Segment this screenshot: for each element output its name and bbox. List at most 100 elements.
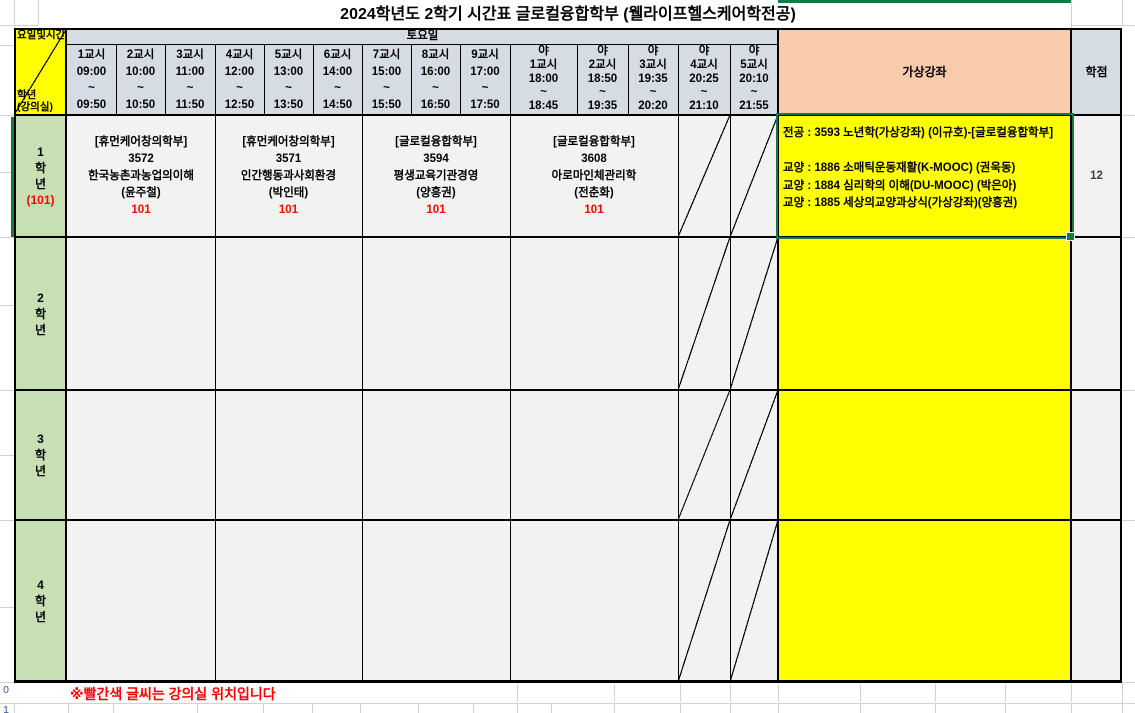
gridline-v xyxy=(730,703,731,713)
credits-cell-4-fill[interactable] xyxy=(1071,520,1122,682)
slash-cell[interactable] xyxy=(678,237,730,390)
period-header-4[interactable]: 4교시 12:00 ~12:50 xyxy=(215,45,264,113)
slash-cell[interactable] xyxy=(730,237,778,390)
night-period-header-1[interactable]: 야 1교시 18:00 ~18:45 xyxy=(510,45,577,114)
selection-fill-handle[interactable] xyxy=(1066,232,1075,241)
period-header-7[interactable]: 7교시 15:00 ~15:50 xyxy=(362,45,411,113)
night-period-header-2[interactable]: 야 2교시 18:50 ~19:35 xyxy=(577,45,628,114)
credits-value-2[interactable] xyxy=(1071,237,1122,390)
period-name: 3교시 xyxy=(176,49,204,61)
gridline-v xyxy=(730,684,731,702)
credits-header-fill[interactable] xyxy=(1071,28,1122,115)
period-sep: ~ xyxy=(285,82,292,94)
period-sep: ~ xyxy=(750,86,758,99)
course-cell[interactable]: [휴먼케어창의학부] 3571 인간행동과사회환경 (박인태) 101 xyxy=(215,115,362,237)
night-period-header-4[interactable]: 야 4교시 20:25 ~21:10 xyxy=(678,45,730,114)
slash-cell[interactable] xyxy=(678,115,730,237)
period-end: 14:50 xyxy=(322,98,353,111)
period-name: 2교시 xyxy=(588,58,617,71)
slash-cell[interactable] xyxy=(730,115,778,237)
course-dept: [글로컬융합학부] xyxy=(395,135,477,148)
grade-label-4: 4 학 년 xyxy=(14,520,67,682)
virtual-courses-cell[interactable]: 전공 : 3593 노년학(가상강좌) (이규호)-[글로컬융합학부] 교양 :… xyxy=(783,127,1054,209)
grade-3-fill[interactable] xyxy=(14,390,67,520)
table-border-h xyxy=(14,389,1122,391)
gridline-h xyxy=(0,607,14,608)
night-prefix: 야 xyxy=(597,45,608,57)
course-prof: (전춘화) xyxy=(574,186,614,199)
period-end: 10:50 xyxy=(125,98,156,111)
gridline-v xyxy=(778,703,779,713)
gridline-v xyxy=(1122,0,1123,25)
course-cell[interactable]: [휴먼케어창의학부] 3572 한국농촌과농업의이해 (윤주철) 101 xyxy=(67,115,215,237)
course-cell[interactable]: [글로컬융합학부] 3594 평생교육기관경영 (양흥권) 101 xyxy=(362,115,510,237)
period-sep: ~ xyxy=(88,82,95,94)
period-header-6[interactable]: 6교시 14:00 ~14:50 xyxy=(313,45,362,113)
table-border-h xyxy=(14,114,1122,116)
grade-text: 2 학 년 xyxy=(34,290,47,337)
gridline-v xyxy=(14,703,15,713)
night-period-header-5[interactable]: 야 5교시 20:10 ~21:55 xyxy=(730,45,778,114)
period-header-9[interactable]: 9교시 17:00 ~17:50 xyxy=(460,45,510,113)
gridline-v xyxy=(68,703,69,713)
corner-label-bottom: 학년 (강의실) xyxy=(17,89,53,113)
red-legend-note: ※빨간색 글씨는 강의실 위치입니다 xyxy=(70,686,276,702)
period-sep: ~ xyxy=(432,82,439,94)
grade-1-fill[interactable] xyxy=(14,115,67,237)
virtual-cell-3-fill[interactable] xyxy=(778,390,1071,520)
table-border-h xyxy=(14,28,1122,30)
header-divider-v xyxy=(628,44,629,115)
grade-4-fill[interactable] xyxy=(14,520,67,682)
period-name: 1교시 xyxy=(529,58,558,71)
credits-cell-3-fill[interactable] xyxy=(1071,390,1122,520)
slash-cell[interactable] xyxy=(678,390,730,520)
period-header-5[interactable]: 5교시 13:00 ~13:50 xyxy=(264,45,313,113)
corner-label-top: 요일및시간 xyxy=(17,29,66,41)
credits-cell-1-fill[interactable] xyxy=(1071,115,1122,237)
row-2-fill xyxy=(67,237,778,390)
course-prof: (박인태) xyxy=(268,186,309,199)
row-number-partial: 0 xyxy=(3,684,9,696)
course-prof: (양흥권) xyxy=(416,186,456,199)
period-header-2[interactable]: 2교시 10:00 ~10:50 xyxy=(116,45,165,113)
period-header-8[interactable]: 8교시 16:00 ~16:50 xyxy=(411,45,460,113)
slash-cell[interactable] xyxy=(730,390,778,520)
credits-value-4[interactable] xyxy=(1071,520,1122,682)
gridline-h xyxy=(0,455,14,456)
period-start: 20:10 xyxy=(739,72,769,85)
virtual-cell-4-fill[interactable] xyxy=(778,520,1071,682)
course-cell[interactable]: [글로컬융합학부] 3608 아로마인체관리학 (전춘화) 101 xyxy=(510,115,678,237)
header-divider-v xyxy=(577,44,578,115)
slash-cell[interactable] xyxy=(678,520,730,682)
period-end: 15:50 xyxy=(371,98,402,111)
course-name: 한국농촌과농업의이해 xyxy=(88,169,194,182)
credits-cell-2-fill[interactable] xyxy=(1071,237,1122,390)
period-header-3[interactable]: 3교시 11:00 ~11:50 xyxy=(165,45,215,113)
grade-2-fill[interactable] xyxy=(14,237,67,390)
gridline-v xyxy=(1071,684,1072,702)
course-code: 3572 xyxy=(128,152,154,165)
credits-value-3[interactable] xyxy=(1071,390,1122,520)
gridline-h xyxy=(0,305,14,306)
credits-value-1[interactable]: 12 xyxy=(1090,170,1103,182)
gridline-v xyxy=(614,684,615,702)
night-prefix: 야 xyxy=(647,45,659,57)
virtual-cell-2-fill[interactable] xyxy=(778,237,1071,390)
column-divider-v xyxy=(730,44,731,682)
grade-label-1: 1 학 년 (101) xyxy=(14,115,67,237)
period-header-1[interactable]: 1교시 09:00 ~09:50 xyxy=(67,45,116,113)
table-border-v xyxy=(1120,28,1122,682)
period-name: 5교시 xyxy=(274,49,303,61)
course-room: 101 xyxy=(278,203,299,216)
period-start: 17:00 xyxy=(470,65,500,78)
saturday-header-fill[interactable] xyxy=(67,28,778,45)
night-period-header-3[interactable]: 야 3교시 19:35 ~20:20 xyxy=(628,45,678,114)
gridline-v xyxy=(197,703,198,713)
gridline-v xyxy=(14,0,15,28)
period-start: 09:00 xyxy=(76,65,107,78)
period-header-fill xyxy=(67,45,778,115)
virtual-cell-1-fill[interactable] xyxy=(778,115,1071,237)
virtual-header-fill[interactable] xyxy=(778,28,1071,115)
slash-cell[interactable] xyxy=(730,520,778,682)
gridline-v xyxy=(473,703,474,713)
